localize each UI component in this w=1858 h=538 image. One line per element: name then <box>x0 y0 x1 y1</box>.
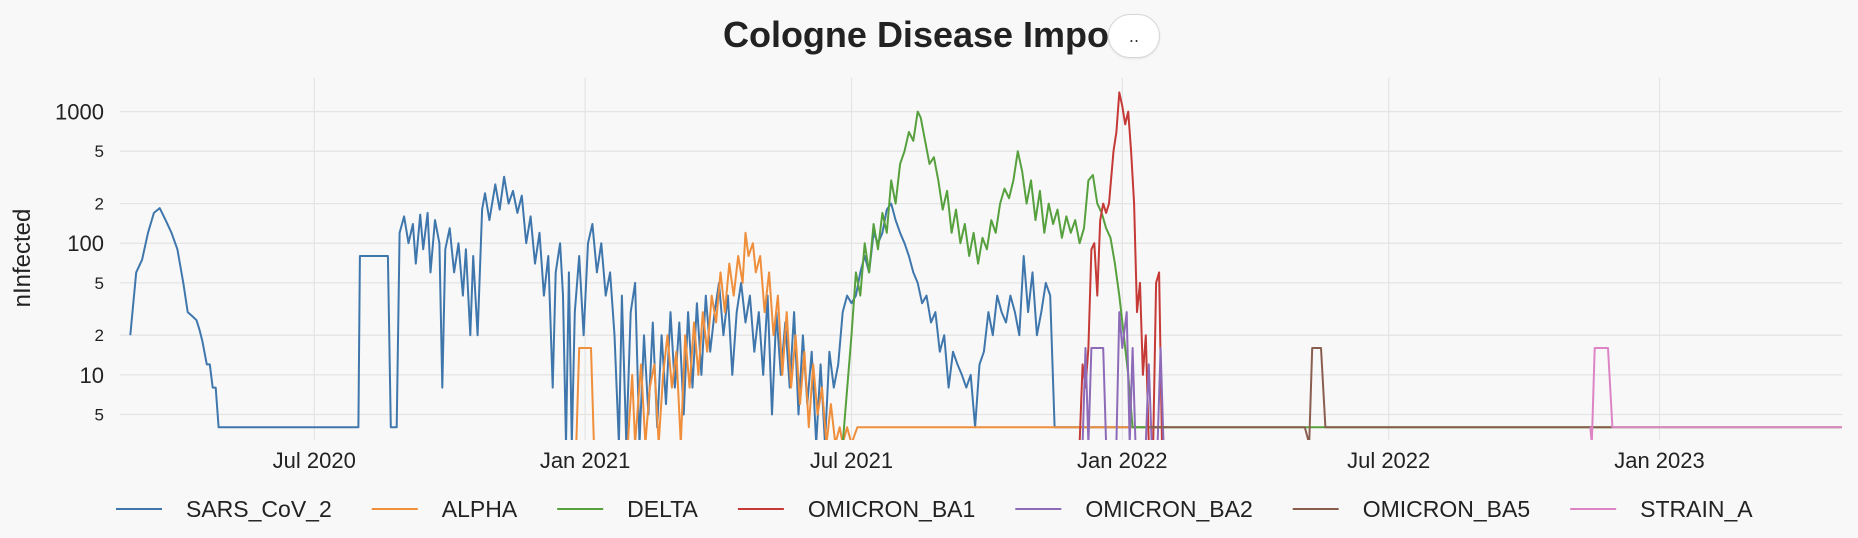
series-line-omicron-ba2 <box>1081 311 1165 440</box>
y-tick-minor-label: 5 <box>95 405 104 424</box>
x-tick-label: Jul 2022 <box>1347 448 1430 473</box>
legend-item[interactable]: OMICRON_BA2 <box>1015 496 1253 522</box>
legend-label: ALPHA <box>442 496 518 522</box>
y-tick-label: 1000 <box>55 100 104 125</box>
series-line-strain-a <box>1589 347 1842 440</box>
legend-item[interactable]: DELTA <box>557 496 699 522</box>
legend-label: SARS_CoV_2 <box>186 496 332 522</box>
legend-label: OMICRON_BA1 <box>808 496 975 522</box>
legend-label: OMICRON_BA5 <box>1363 496 1530 522</box>
chart-title: Cologne Disease Import <box>722 14 1136 55</box>
series-line-sars-cov-2 <box>129 175 1167 440</box>
y-tick-label: 10 <box>80 363 104 388</box>
series-line-alpha <box>575 231 1167 440</box>
legend-label: DELTA <box>627 496 698 522</box>
legend-label: OMICRON_BA2 <box>1085 496 1252 522</box>
legend-item[interactable]: OMICRON_BA5 <box>1292 496 1530 522</box>
x-tick-label: Jan 2021 <box>540 448 631 473</box>
y-tick-minor-label: 5 <box>95 274 104 293</box>
legend-item[interactable]: SARS_CoV_2 <box>116 496 332 522</box>
legend-item[interactable]: OMICRON_BA1 <box>737 496 975 522</box>
y-tick-minor-label: 2 <box>95 326 104 345</box>
more-options-button[interactable]: .. <box>1108 14 1160 58</box>
legend: SARS_CoV_2 ALPHA DELTA OMICRON_BA1 OMICRON_B… <box>116 496 1753 522</box>
x-tick-label: Jan 2023 <box>1614 448 1705 473</box>
chart-title-row: Cologne Disease Import <box>0 14 1858 56</box>
y-tick-minor-label: 2 <box>95 195 104 214</box>
legend-item[interactable]: ALPHA <box>371 496 518 522</box>
y-axis-label: nInfected <box>9 209 36 308</box>
x-tick-label: Jul 2020 <box>273 448 356 473</box>
series-line-omicron-ba5 <box>1150 347 1613 440</box>
x-tick-label: Jul 2021 <box>810 448 893 473</box>
y-axis-ticks: 10 100 1000 5 2 5 2 5 <box>55 100 104 425</box>
legend-label: STRAIN_A <box>1640 496 1753 522</box>
series-lines <box>129 91 1842 440</box>
grid-lines <box>120 78 1842 440</box>
x-tick-label: Jan 2022 <box>1077 448 1168 473</box>
series-line-delta <box>841 110 1842 440</box>
legend-item[interactable]: STRAIN_A <box>1570 496 1753 522</box>
y-tick-label: 100 <box>67 231 104 256</box>
y-tick-minor-label: 5 <box>95 142 104 161</box>
x-axis-ticks: Jul 2020 Jan 2021 Jul 2021 Jan 2022 Jul 2022… <box>273 448 1705 473</box>
